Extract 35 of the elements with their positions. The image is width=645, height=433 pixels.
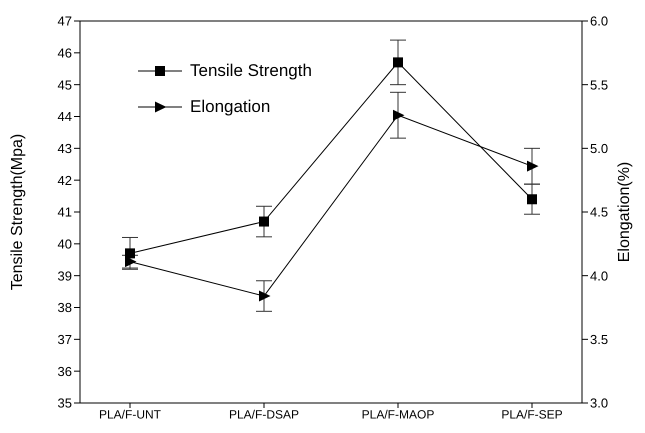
y2-tick-label: 4.0 xyxy=(590,268,608,284)
y-tick-label: 44 xyxy=(58,109,72,124)
point xyxy=(527,160,538,172)
y-tick-label: 46 xyxy=(58,45,72,60)
y2-axis-title: Elongation(%) xyxy=(616,162,633,262)
legend-label: Elongation xyxy=(190,97,270,117)
point xyxy=(125,248,135,258)
x-tick-label: PLA/F-UNT xyxy=(98,408,162,422)
y2-tick-label: 5.0 xyxy=(590,140,608,156)
y2-tick-label: 4.5 xyxy=(590,204,608,220)
y-tick-label: 36 xyxy=(58,364,72,379)
legend-label: Tensile Strength xyxy=(190,61,312,81)
y2-tick-label: 3.0 xyxy=(590,396,608,411)
y-tick-label: 39 xyxy=(58,268,72,284)
y2-tick-label: 5.5 xyxy=(590,77,608,92)
point xyxy=(259,290,270,302)
y-tick-label: 37 xyxy=(58,332,72,347)
x-tick-label: PLA/F-MAOP xyxy=(362,408,434,422)
y2-tick-label: 6.0 xyxy=(590,14,608,29)
point xyxy=(393,57,403,68)
y-axis-title: Tensile Strength(Mpa) xyxy=(9,134,26,290)
y-tick-label: 41 xyxy=(58,204,72,220)
point xyxy=(527,194,537,204)
x-tick-label: PLA/F-SEP xyxy=(501,408,563,422)
y-tick-label: 45 xyxy=(58,77,72,92)
y-tick-label: 42 xyxy=(58,172,72,188)
point xyxy=(259,216,269,227)
y-tick-label: 35 xyxy=(58,396,72,411)
point xyxy=(393,110,404,121)
y-tick-label: 47 xyxy=(58,14,72,29)
y-tick-label: 40 xyxy=(58,236,72,252)
y-tick-label: 43 xyxy=(58,140,72,156)
y2-tick-label: 3.5 xyxy=(590,332,608,347)
x-tick-label: PLA/F-DSAP xyxy=(228,408,300,422)
y-tick-label: 38 xyxy=(58,300,72,316)
